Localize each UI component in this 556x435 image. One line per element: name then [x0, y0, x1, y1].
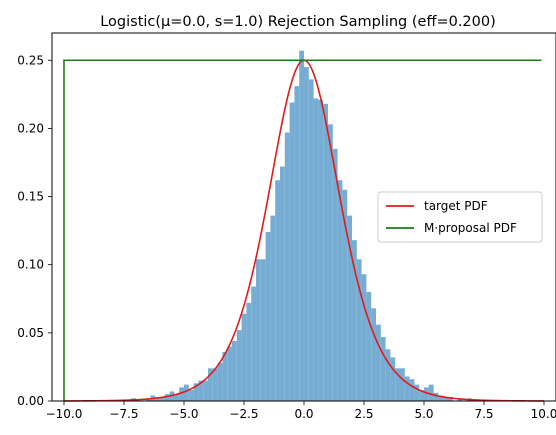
histogram-bar: [198, 380, 204, 401]
histogram-bar: [395, 368, 400, 401]
histogram-bar: [208, 368, 213, 401]
histogram-bar: [227, 346, 232, 401]
histogram-bar: [265, 231, 271, 401]
histogram-bar: [347, 215, 352, 401]
x-tick-label: 10.0: [531, 407, 556, 421]
axes-frame: [51, 32, 556, 402]
histogram-bar: [155, 396, 160, 401]
x-tick-label: 5.0: [414, 407, 433, 421]
histogram-bar: [414, 384, 420, 401]
legend-label: M·proposal PDF: [424, 221, 517, 235]
histogram-bar: [179, 387, 184, 401]
x-tick-label: −7.5: [109, 407, 138, 421]
histogram-bar: [260, 259, 266, 401]
histogram-bar: [193, 383, 199, 401]
histogram-bar: [371, 308, 376, 401]
histogram-bar: [275, 180, 280, 401]
histogram-bar: [318, 99, 324, 401]
histogram-bar: [188, 390, 194, 401]
histogram-bar: [284, 132, 290, 402]
histogram-bar: [356, 259, 362, 401]
histogram-bar: [409, 379, 415, 401]
histogram-bar: [174, 394, 180, 401]
histogram-bar: [294, 86, 300, 402]
histogram-bar: [236, 330, 242, 401]
histogram-bar: [304, 67, 309, 402]
histogram-bar: [217, 362, 223, 401]
legend-label: target PDF: [424, 199, 488, 213]
histogram-bar: [404, 376, 410, 401]
histogram-bar: [246, 302, 252, 401]
histogram-bar: [400, 368, 405, 401]
histogram-bar: [380, 336, 386, 401]
legend: target PDF M·proposal PDF: [377, 191, 543, 243]
histogram-bar: [256, 259, 261, 401]
histogram-bar: [433, 392, 439, 401]
histogram-bar: [299, 50, 304, 402]
histogram-bar: [438, 395, 444, 401]
histogram-bar: [328, 124, 333, 402]
histogram-bar: [289, 102, 295, 401]
y-tick-label: 0.10: [17, 258, 44, 272]
histogram-bar: [313, 98, 319, 401]
histogram-bar: [270, 215, 276, 401]
histogram-bar: [222, 351, 228, 401]
histogram-bar: [212, 368, 218, 401]
histogram-bar: [232, 341, 237, 401]
histogram-bar: [308, 79, 314, 401]
histogram-bar: [323, 103, 328, 401]
x-tick-label: 7.5: [474, 407, 493, 421]
histogram-bar: [160, 396, 165, 401]
x-tick-label: −2.5: [229, 407, 258, 421]
histogram-bar: [280, 166, 285, 401]
histogram-bar: [385, 349, 391, 401]
histogram-bar: [342, 189, 348, 401]
chart-title: Logistic(μ=0.0, s=1.0) Rejection Samplin…: [100, 14, 496, 30]
histogram-bar: [361, 274, 367, 401]
histogram-bar: [332, 148, 338, 401]
histogram: [131, 50, 487, 402]
histogram-bar: [390, 357, 396, 401]
histogram-bar: [448, 396, 453, 401]
x-axis: −10.0 −7.5 −5.0 −2.5 0.0 2.5 5.0 7.5 10.0: [46, 401, 556, 421]
legend-box: [377, 191, 543, 243]
x-tick-label: −5.0: [169, 407, 198, 421]
histogram-bar: [241, 313, 247, 401]
histogram-bar: [424, 387, 429, 401]
histogram-bar: [428, 384, 434, 401]
histogram-bar: [366, 291, 372, 401]
x-tick-label: 0.0: [294, 407, 313, 421]
y-tick-label: 0.15: [17, 190, 44, 204]
y-tick-label: 0.20: [17, 121, 44, 135]
y-tick-label: 0.05: [17, 326, 44, 340]
plot-lines: [63, 59, 545, 402]
histogram-bar: [376, 324, 381, 401]
y-axis: 0.00 0.05 0.10 0.15 0.20 0.25: [17, 53, 52, 408]
histogram-bar: [203, 380, 208, 401]
histogram-bar: [443, 396, 448, 401]
histogram-bar: [164, 394, 170, 401]
histogram-bar: [352, 240, 357, 401]
x-tick-label: 2.5: [354, 407, 373, 421]
histogram-bar: [251, 286, 256, 401]
y-tick-label: 0.25: [17, 53, 44, 67]
histogram-bar: [337, 180, 343, 401]
y-tick-label: 0.00: [17, 394, 44, 408]
x-tick-label: −10.0: [46, 407, 83, 421]
series-line-proposal-pdf: [63, 59, 542, 401]
histogram-bar: [184, 384, 189, 401]
histogram-bar: [419, 390, 424, 401]
